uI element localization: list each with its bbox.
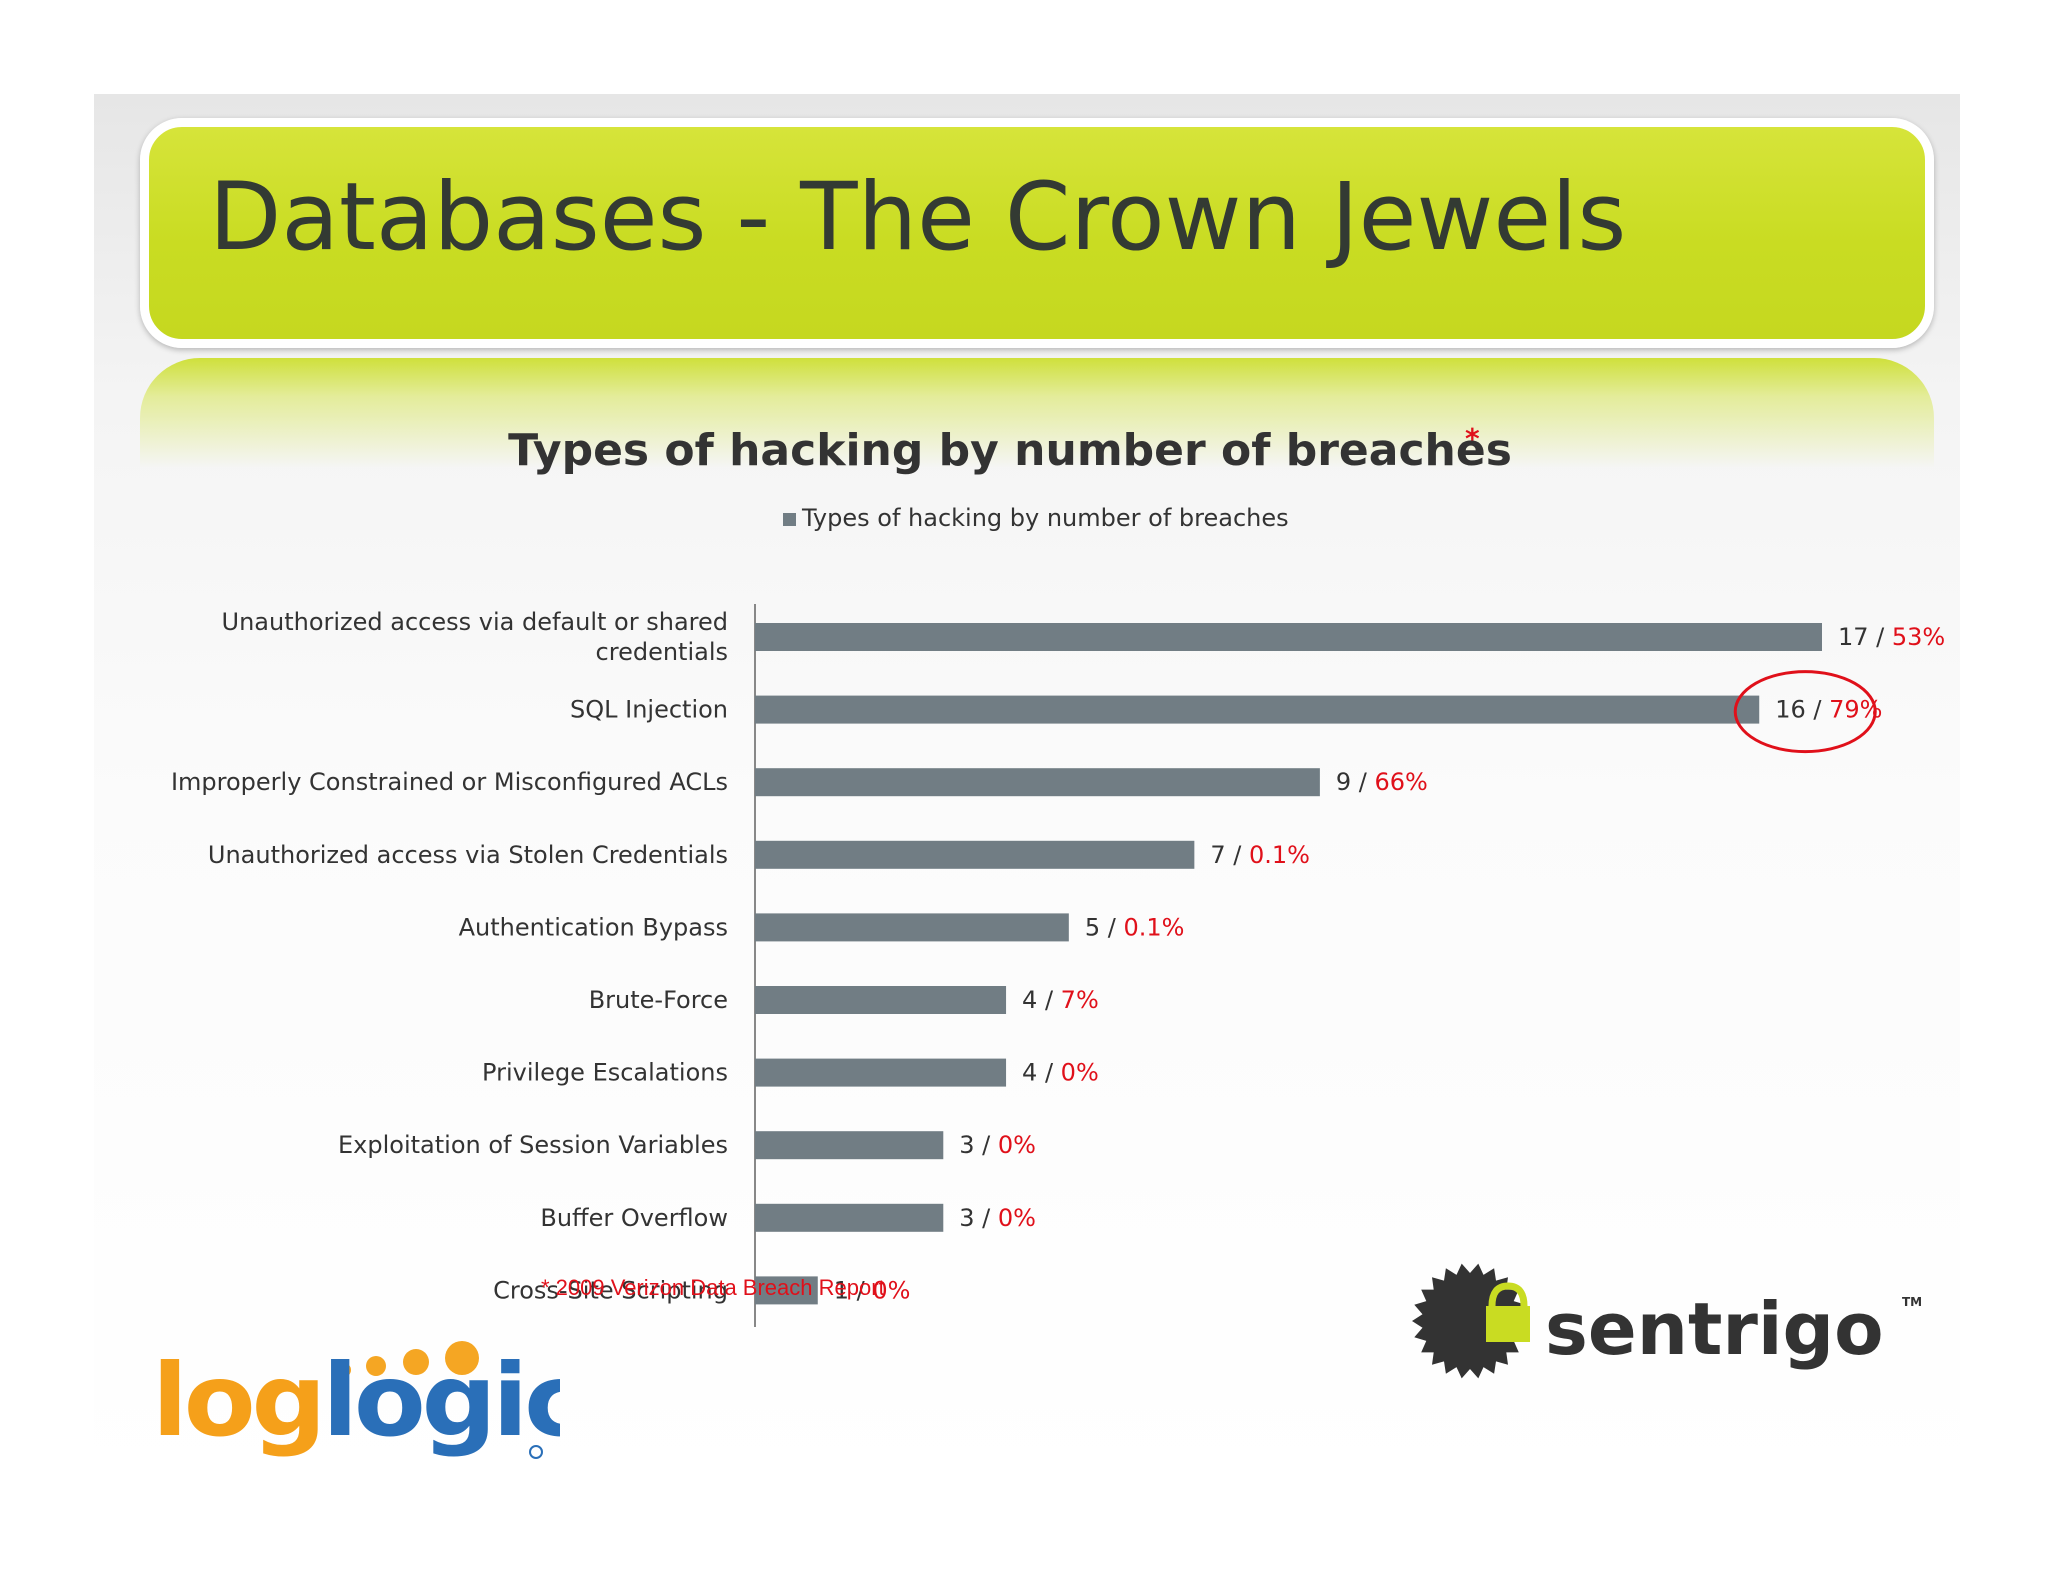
data-label-1: 16 / 79%	[1775, 696, 1882, 724]
data-label-9: 1 / 0%	[834, 1276, 911, 1304]
sentrigo-logo: sentrigo TM	[1412, 1263, 1922, 1379]
sentrigo-lock-body	[1486, 1306, 1530, 1342]
category-label-4: Authentication Bypass	[459, 913, 728, 941]
percent-label-0: 53%	[1892, 623, 1945, 651]
category-label-8: Buffer Overflow	[540, 1204, 728, 1232]
data-label-0: 17 / 53%	[1838, 623, 1945, 651]
legend-swatch	[783, 513, 796, 526]
category-label-7: Exploitation of Session Variables	[338, 1131, 728, 1159]
value-label-9: 1 /	[834, 1276, 873, 1304]
data-label-4: 5 / 0.1%	[1085, 913, 1185, 941]
value-label-1: 16 /	[1775, 696, 1829, 724]
bar-6	[755, 1058, 1007, 1087]
category-label-6: Privilege Escalations	[482, 1059, 728, 1087]
data-label-2: 9 / 66%	[1336, 768, 1428, 796]
banner-reflection	[140, 358, 1934, 468]
registered-mark	[529, 1445, 543, 1459]
percent-label-6: 0%	[1061, 1059, 1099, 1087]
percent-label-8: 0%	[998, 1204, 1036, 1232]
footnote: * 2009 Verizon Data Breach Report	[541, 1275, 885, 1300]
value-label-3: 7 /	[1210, 841, 1249, 869]
data-label-6: 4 / 0%	[1022, 1059, 1099, 1087]
bar-3	[755, 840, 1195, 869]
title-banner: Databases - The Crown Jewels	[140, 118, 1934, 348]
percent-label-4: 0.1%	[1123, 913, 1184, 941]
value-label-2: 9 /	[1336, 768, 1375, 796]
category-label-5: Brute-Force	[589, 986, 728, 1014]
data-label-5: 4 / 7%	[1022, 986, 1099, 1014]
category-label-1: SQL Injection	[570, 696, 728, 724]
value-label-8: 3 /	[959, 1204, 998, 1232]
percent-label-2: 66%	[1375, 768, 1428, 796]
category-label-2: Improperly Constrained or Misconfigured …	[171, 768, 728, 796]
value-label-5: 4 /	[1022, 986, 1061, 1014]
data-label-8: 3 / 0%	[959, 1204, 1036, 1232]
data-label-3: 7 / 0.1%	[1210, 841, 1310, 869]
category-label-0: Unauthorized access via default or share…	[222, 608, 728, 636]
bar-5	[755, 986, 1007, 1014]
data-label-7: 3 / 0%	[959, 1131, 1036, 1159]
chart-title-asterisk: *	[1465, 422, 1480, 455]
sentrigo-wordmark: sentrigo	[1545, 1287, 1884, 1371]
value-label-4: 5 /	[1085, 913, 1124, 941]
percent-label-5: 7%	[1061, 986, 1099, 1014]
logo-dot	[403, 1349, 429, 1375]
percent-label-3: 0.1%	[1249, 841, 1310, 869]
bar-9	[755, 1276, 818, 1305]
logo-dot	[445, 1341, 479, 1375]
plot-area: Unauthorized access via default or share…	[171, 608, 1945, 1305]
category-label-9: Cross-Site Scripting	[493, 1276, 728, 1304]
bar-8	[755, 1203, 944, 1232]
slide: Databases - The Crown Jewels	[94, 94, 1960, 1582]
bar-7	[755, 1131, 944, 1160]
percent-label-9: 0%	[872, 1276, 910, 1304]
value-label-7: 3 /	[959, 1131, 998, 1159]
logo-text: loglogic	[152, 1342, 560, 1459]
sentrigo-tm: TM	[1902, 1295, 1922, 1309]
sentrigo-lock-shackle	[1488, 1282, 1528, 1307]
category-label-3: Unauthorized access via Stolen Credentia…	[208, 841, 728, 869]
value-label-0: 17 /	[1838, 623, 1892, 651]
legend-label: Types of hacking by number of breaches	[801, 504, 1289, 532]
bar-4	[755, 913, 1069, 942]
slide-title: Databases - The Crown Jewels	[209, 163, 1627, 272]
highlight-circle	[1733, 670, 1877, 754]
chart-title: Types of hacking by number of breaches	[508, 425, 1512, 476]
logo-dot	[366, 1356, 386, 1376]
logo-dot	[337, 1363, 351, 1377]
bar-1	[755, 695, 1760, 724]
bar-2	[755, 768, 1320, 797]
category-label-0: credentials	[596, 638, 728, 666]
loglogic-logo: loglogic	[152, 1341, 560, 1459]
percent-label-7: 0%	[998, 1131, 1036, 1159]
bar-0	[755, 623, 1822, 651]
value-label-6: 4 /	[1022, 1059, 1061, 1087]
